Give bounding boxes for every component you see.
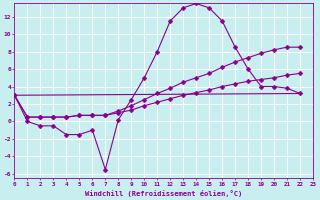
X-axis label: Windchill (Refroidissement éolien,°C): Windchill (Refroidissement éolien,°C) xyxy=(85,190,242,197)
